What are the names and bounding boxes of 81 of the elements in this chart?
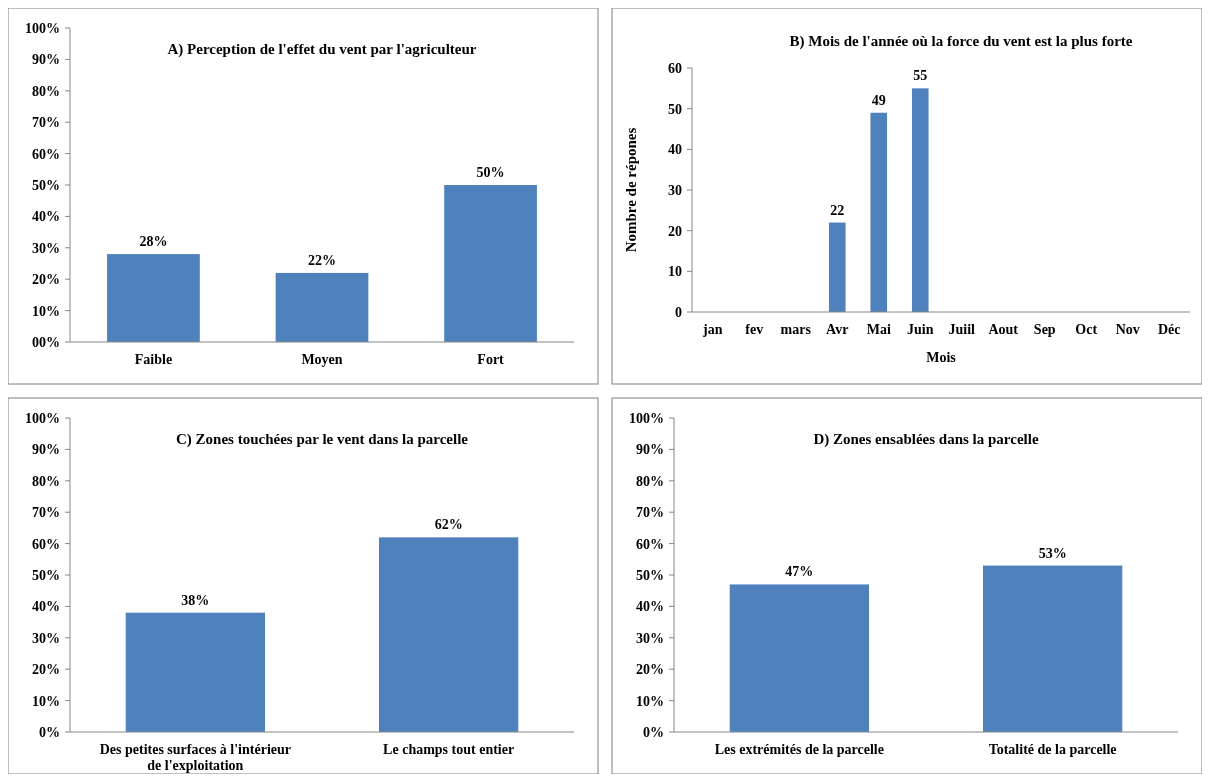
data-label: 55 — [913, 68, 928, 84]
x-tick-label: Avr — [826, 322, 849, 337]
x-tick-label: Juiil — [948, 322, 976, 337]
y-tick-label: 70% — [636, 505, 664, 521]
y-tick-label: 10% — [32, 303, 60, 319]
y-tick-label: 00% — [32, 334, 60, 350]
y-tick-label: 90% — [32, 442, 60, 458]
data-label: 62% — [434, 517, 463, 533]
y-tick-label: 30% — [32, 240, 60, 256]
y-tick-label: 20% — [636, 662, 664, 678]
y-tick-label: 40% — [32, 599, 60, 615]
y-tick-label: 20% — [32, 272, 60, 288]
chart-title: B) Mois de l'année où la force du vent est la plus forte — [789, 33, 1133, 50]
y-tick-label: 50 — [668, 101, 682, 117]
x-tick-label: Aout — [988, 322, 1019, 337]
data-label: 50% — [476, 165, 505, 180]
x-tick-label: Les extrémités de la parcelle — [714, 742, 884, 757]
y-tick-label: 60% — [32, 146, 60, 162]
y-tick-label: 100% — [629, 410, 664, 426]
bar — [828, 222, 846, 312]
y-tick-label: 10% — [636, 693, 664, 709]
y-tick-label: 60% — [32, 536, 60, 552]
y-tick-label: 0% — [39, 724, 60, 740]
x-tick-label: Juin — [907, 322, 934, 337]
bar — [107, 254, 200, 342]
y-tick-label: 30% — [636, 630, 664, 646]
x-tick-label: jan — [702, 322, 723, 337]
y-tick-label: 40% — [32, 209, 60, 225]
y-tick-label: 100% — [25, 410, 60, 426]
x-tick-label: Sep — [1033, 322, 1056, 337]
y-tick-label: 0 — [675, 304, 682, 320]
x-tick-label: Faible — [134, 352, 173, 367]
text: D) Zones ensablées dans la parcelle — [813, 431, 1039, 448]
y-tick-label: 10 — [668, 264, 682, 280]
x-tick-label: mars — [780, 322, 812, 337]
x-tick-label: Nov — [1115, 322, 1140, 337]
data-label: 47% — [785, 564, 814, 580]
y-tick-label: 90% — [32, 52, 60, 68]
y-tick-label: 60% — [636, 536, 664, 552]
data-label: 53% — [1038, 545, 1067, 561]
text: C) Zones touchées par le vent dans la parcelle — [176, 431, 469, 448]
y-tick-label: 50% — [32, 177, 60, 193]
y-tick-label: 30% — [32, 630, 60, 646]
y-tick-label: 60 — [668, 60, 682, 76]
y-tick-label: 80% — [32, 473, 60, 489]
y-tick-label: 30 — [668, 182, 682, 198]
data-label: 22 — [830, 202, 845, 218]
data-label: 22% — [308, 252, 336, 268]
x-tick-label: Mai — [866, 322, 891, 337]
y-tick-label: 90% — [636, 442, 664, 458]
y-tick-label: 40% — [636, 599, 664, 615]
y-tick-label: 70% — [32, 505, 60, 521]
text: A) Perception de l'effet du vent par l'agriculteur — [167, 41, 477, 58]
y-tick-label: 100% — [25, 20, 60, 36]
data-label: 38% — [181, 592, 210, 608]
bar — [870, 112, 888, 312]
y-tick-label: 0% — [643, 724, 664, 740]
x-tick-label: Moyen — [301, 352, 343, 367]
y-tick-label: 80% — [32, 83, 60, 99]
data-label: 49 — [871, 92, 886, 108]
y-tick-label: 80% — [636, 473, 664, 489]
x-tick-label: Déc — [1157, 322, 1181, 337]
bar — [444, 185, 537, 342]
y-tick-label: 50% — [636, 567, 664, 583]
bar — [275, 272, 369, 342]
bar — [911, 88, 929, 312]
x-tick-label: Totalité de la parcelle — [988, 742, 1117, 757]
x-tick-label: Le champs tout entier — [383, 742, 515, 757]
x-tick-label: Des petites surfaces à l'intérieur de l'exploitation — [99, 742, 292, 773]
y-tick-label: 10% — [32, 693, 60, 709]
x-tick-label: Oct — [1075, 322, 1098, 337]
y-tick-label: 20 — [668, 223, 682, 239]
y-axis-title: Nombre de répones — [623, 127, 639, 253]
x-tick-label: Fort — [477, 352, 505, 367]
y-tick-label: 70% — [32, 115, 60, 131]
y-tick-label: 20% — [32, 662, 60, 678]
x-axis-title: Mois — [926, 350, 957, 365]
data-label: 28% — [139, 234, 168, 250]
y-tick-label: 40 — [668, 142, 682, 158]
x-tick-label: fev — [745, 322, 764, 337]
y-tick-label: 50% — [32, 567, 60, 583]
